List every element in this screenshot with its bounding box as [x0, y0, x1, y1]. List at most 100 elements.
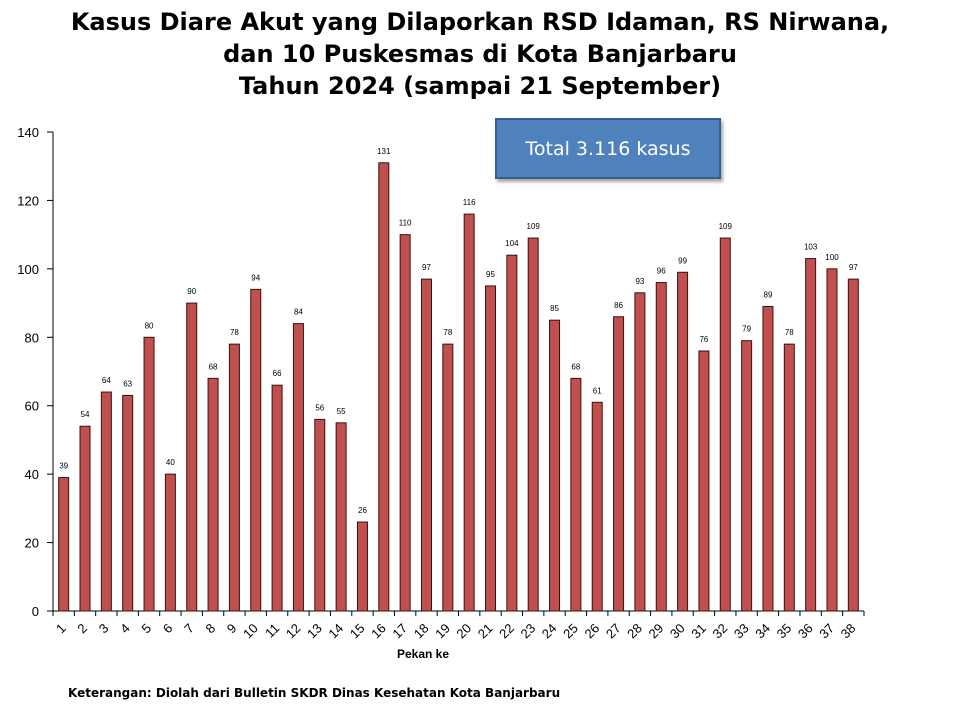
data-label: 56 [315, 403, 324, 412]
data-label: 94 [251, 273, 260, 282]
bar [271, 384, 283, 612]
bar [79, 425, 91, 612]
data-label: 103 [804, 243, 818, 252]
x-tick-label: 9 [224, 621, 240, 637]
bar [356, 521, 368, 612]
bar [420, 278, 432, 612]
data-label: 116 [463, 198, 476, 207]
bar [634, 292, 646, 612]
bar [143, 336, 155, 612]
x-tick-label: 13 [304, 621, 325, 642]
x-tick-label: 31 [688, 621, 709, 642]
data-label: 55 [337, 407, 346, 416]
data-label: 84 [294, 308, 303, 317]
x-tick-label: 21 [475, 621, 496, 642]
x-tick-label: 12 [283, 621, 304, 642]
data-label: 93 [635, 277, 644, 286]
x-tick-label: 26 [582, 621, 603, 642]
data-label: 99 [678, 256, 687, 265]
data-label: 100 [825, 253, 839, 262]
y-tick-label: 20 [25, 536, 39, 551]
data-label: 26 [358, 506, 367, 515]
bar [677, 271, 689, 612]
bar [100, 391, 112, 612]
x-tick-label: 11 [262, 621, 282, 641]
data-label: 39 [59, 462, 68, 471]
x-tick-label: 3 [96, 621, 112, 637]
x-tick-label: 7 [181, 621, 197, 637]
x-tick-label: 27 [603, 621, 624, 642]
data-label: 66 [273, 369, 282, 378]
data-label: 110 [399, 219, 412, 228]
data-label: 89 [764, 290, 773, 299]
x-tick-label: 2 [74, 621, 90, 637]
data-label: 90 [187, 287, 196, 296]
x-tick-label: 5 [138, 621, 154, 637]
data-label: 63 [123, 379, 132, 388]
x-tick-label: 4 [117, 621, 133, 637]
x-tick-label: 18 [411, 621, 432, 642]
x-tick-label: 29 [646, 621, 667, 642]
x-tick-label: 36 [795, 621, 816, 642]
x-tick-label: 23 [517, 621, 538, 642]
x-tick-label: 30 [667, 621, 688, 642]
footnote: Keterangan: Diolah dari Bulletin SKDR Di… [68, 686, 561, 700]
bar [122, 394, 134, 612]
x-tick-label: 35 [774, 621, 795, 642]
bar [58, 477, 70, 612]
data-label: 80 [145, 321, 154, 330]
data-label: 40 [166, 458, 175, 467]
x-tick-label: 38 [838, 621, 859, 642]
data-label: 131 [377, 147, 391, 156]
bar [762, 305, 774, 612]
x-tick-label: 14 [325, 621, 346, 642]
total-cases-box: Total 3.116 kasus [495, 118, 721, 179]
x-tick-label: 8 [202, 621, 218, 637]
data-label: 61 [593, 386, 602, 395]
y-tick-label: 100 [17, 262, 39, 277]
data-label: 104 [505, 239, 519, 248]
bar [506, 254, 518, 612]
x-tick-label: 6 [160, 621, 176, 637]
bar [655, 282, 667, 612]
bar [527, 237, 539, 612]
x-tick-label: 10 [240, 621, 261, 642]
x-tick-label: 37 [816, 621, 837, 642]
bar [292, 323, 304, 612]
bar [741, 340, 753, 612]
x-tick-label: 33 [731, 621, 752, 642]
data-label: 78 [785, 328, 794, 337]
bar [591, 401, 603, 612]
data-label: 78 [443, 328, 452, 337]
x-tick-label: 24 [539, 621, 560, 642]
bar [570, 377, 582, 612]
x-tick-label: 16 [368, 621, 389, 642]
x-tick-label: 32 [710, 621, 731, 642]
x-tick-label: 1 [53, 621, 69, 637]
data-label: 68 [571, 362, 580, 371]
title-line-1: Kasus Diare Akut yang Dilaporkan RSD Ida… [70, 8, 890, 36]
bar [613, 316, 625, 612]
x-tick-label: 28 [624, 621, 645, 642]
chart-title: Kasus Diare Akut yang Dilaporkan RSD Ida… [0, 6, 960, 102]
bar [698, 350, 710, 612]
bar [783, 343, 795, 612]
data-label: 86 [614, 301, 623, 310]
title-line-2: dan 10 Puskesmas di Kota Banjarbaru [223, 40, 737, 68]
data-label: 68 [209, 362, 218, 371]
data-label: 76 [699, 335, 708, 344]
bar [399, 234, 411, 612]
x-tick-label: 19 [432, 621, 453, 642]
title-line-3: Tahun 2024 (sampai 21 September) [238, 72, 722, 100]
data-label: 79 [742, 325, 751, 334]
x-tick-label: 17 [389, 621, 410, 642]
data-label: 54 [81, 410, 90, 419]
bar [250, 288, 262, 612]
y-tick-label: 60 [25, 399, 39, 414]
bar [485, 285, 497, 612]
bar [186, 302, 198, 612]
bar [164, 473, 176, 612]
y-tick-label: 0 [32, 604, 39, 619]
bar [378, 162, 390, 612]
